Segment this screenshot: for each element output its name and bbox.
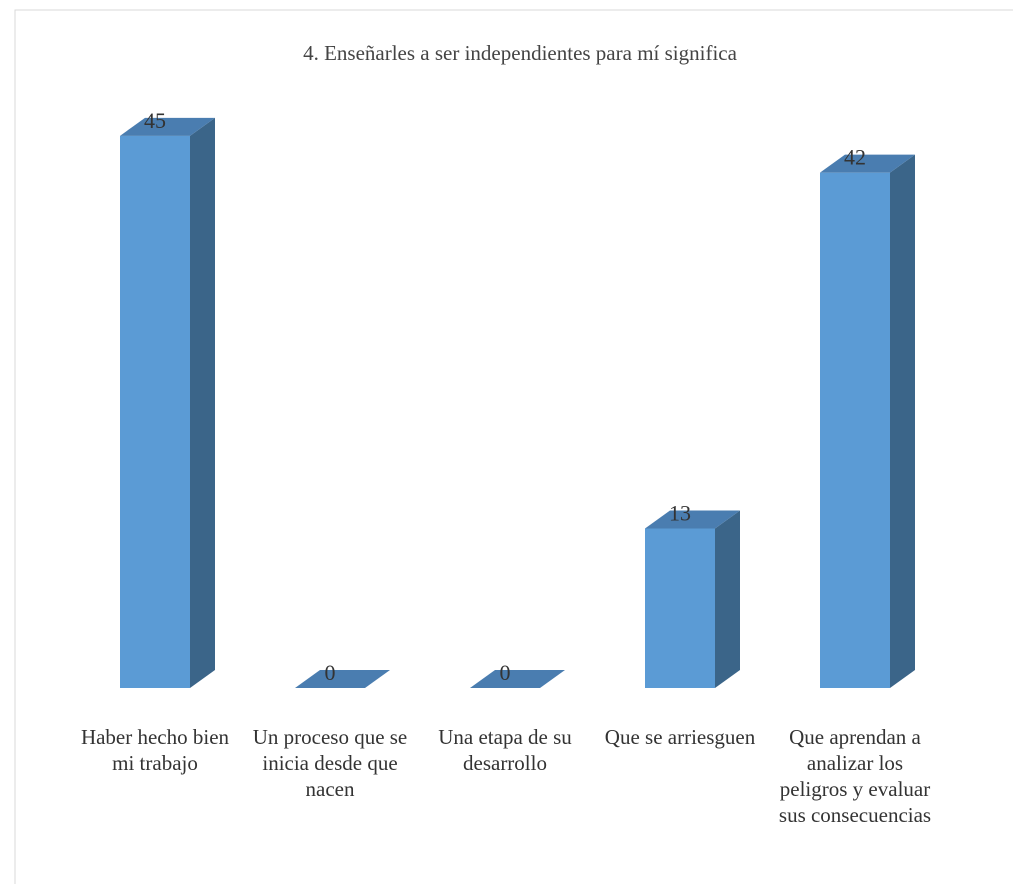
x-tick-label: Un proceso que se inicia desde que nacen [252, 725, 408, 801]
data-label: 42 [844, 145, 866, 170]
x-tick-label: Que aprendan a analizar los peligros y e… [778, 725, 932, 827]
x-tick-label: Que se arriesguen [604, 725, 756, 749]
data-label: 0 [325, 660, 336, 685]
bar [120, 135, 190, 689]
bar [820, 172, 890, 688]
data-label: 45 [144, 108, 166, 133]
bar-side [190, 117, 215, 689]
bar-top [295, 670, 390, 688]
bar-top [470, 670, 565, 688]
bar-top [645, 510, 740, 529]
bar-side [715, 510, 740, 688]
bar-top [120, 117, 215, 136]
data-label: 13 [669, 500, 691, 525]
bar [645, 528, 715, 688]
chart-title: 4. Enseñarles a ser independientes para … [303, 41, 738, 65]
chart-frame [14, 9, 1013, 884]
bar-side [890, 154, 915, 688]
x-tick-label: Haber hecho bien mi trabajo [80, 725, 230, 775]
bar-top [820, 154, 915, 173]
x-tick-label: Una etapa de su desarrollo [438, 725, 572, 775]
data-label: 0 [500, 660, 511, 685]
